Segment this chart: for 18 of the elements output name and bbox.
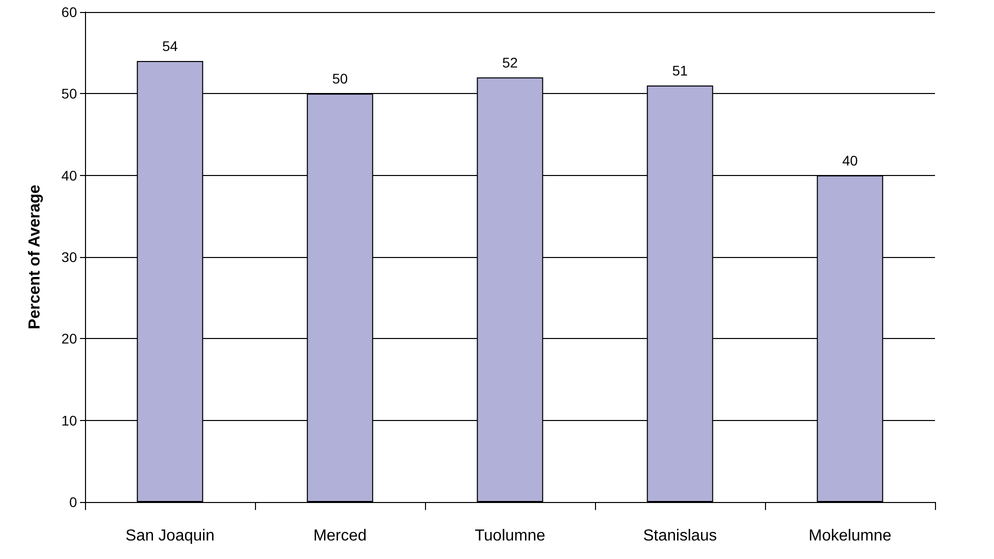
data-label: 51 [672, 62, 688, 78]
y-axis-title: Percent of Average [26, 184, 44, 330]
y-tick-label: 30 [61, 249, 78, 265]
y-tick-label: 60 [61, 4, 78, 20]
y-tick-label: 10 [61, 412, 78, 428]
y-tick-label: 40 [61, 167, 78, 184]
x-tick-label: Tuolumne [474, 528, 546, 544]
y-tick-label: 50 [61, 86, 78, 102]
y-tick-label: 0 [69, 494, 78, 510]
data-label: 54 [162, 38, 178, 54]
x-tick-label: San Joaquin [126, 528, 214, 544]
data-label: 40 [842, 152, 858, 168]
y-tick-label: 20 [61, 330, 78, 347]
x-tick-label: Mokelumne [808, 528, 892, 544]
data-label: 50 [332, 70, 348, 87]
x-tick-label: Merced [313, 528, 367, 544]
data-label: 52 [502, 54, 518, 70]
x-tick-label: Stanislaus [643, 528, 717, 544]
